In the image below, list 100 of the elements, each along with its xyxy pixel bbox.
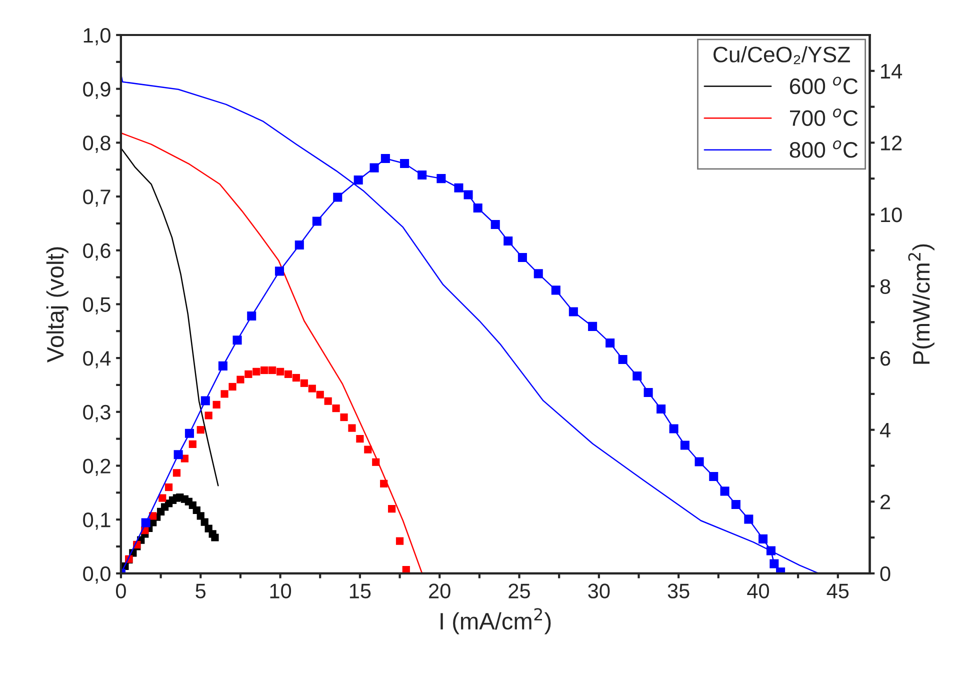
point — [656, 404, 666, 414]
point — [720, 486, 730, 496]
x-tick-label: 20 — [429, 584, 450, 598]
point — [232, 336, 242, 345]
point — [247, 312, 256, 321]
point — [292, 374, 300, 382]
point — [158, 494, 166, 502]
point — [244, 370, 252, 378]
point — [188, 440, 196, 448]
point — [731, 500, 740, 509]
point — [568, 307, 578, 316]
y-tick-label: 0,5 — [83, 297, 110, 314]
point — [284, 370, 292, 378]
legend-label: 800 $^{o}$C — [790, 140, 858, 158]
point — [490, 220, 500, 230]
y-tick-label: 0,1 — [83, 512, 110, 530]
point — [260, 366, 268, 374]
point — [212, 400, 220, 408]
point — [218, 361, 228, 370]
point — [324, 397, 332, 405]
point — [606, 338, 615, 348]
point — [356, 434, 364, 443]
y2-tick-label: 2 — [880, 494, 890, 510]
point — [164, 483, 173, 492]
point — [418, 170, 427, 180]
point — [464, 190, 473, 200]
y2-tick-label: 4 — [880, 423, 890, 438]
point — [294, 240, 304, 250]
x-tick-label: 0 — [116, 584, 126, 598]
point — [644, 388, 653, 398]
legend-title: Cu/CeO₂/YSZ — [714, 46, 850, 64]
point — [454, 183, 464, 192]
legend-label: 600 $^{o}$C — [790, 76, 858, 94]
x-axis-title: I (mA/cm$^{2}$) — [440, 608, 551, 634]
point — [204, 412, 212, 420]
y-tick-label: 0,3 — [83, 404, 110, 422]
point — [388, 504, 396, 513]
point — [276, 368, 284, 376]
y-tick-label: 0,0 — [83, 566, 110, 584]
point — [196, 512, 204, 520]
point — [632, 371, 642, 380]
y-tick-label: 0,8 — [83, 136, 110, 153]
x-tick-label: 35 — [668, 584, 690, 598]
point — [332, 404, 340, 412]
point — [184, 428, 194, 438]
point — [364, 446, 372, 454]
y2-tick-label: 6 — [880, 351, 890, 366]
x-tick-label: 30 — [588, 584, 610, 598]
y2-tick-label: 12 — [881, 136, 902, 150]
point — [252, 368, 260, 376]
legend-label: 700 $^{o}$C — [790, 108, 858, 126]
point — [669, 424, 678, 434]
line-series — [120, 147, 219, 486]
y-tick-label: 0,9 — [83, 82, 110, 100]
point — [436, 174, 446, 184]
point — [551, 286, 560, 295]
point — [680, 440, 690, 450]
point — [744, 514, 754, 524]
point — [174, 450, 183, 460]
y2-tick-label: 0 — [880, 566, 890, 582]
point — [200, 396, 210, 406]
y2-axis-title: P(mW/cm$^{2}$) — [908, 244, 934, 364]
x-tick-label: 40 — [747, 584, 770, 598]
point — [312, 216, 322, 226]
x-tick-label: 5 — [196, 584, 206, 598]
point — [354, 175, 363, 185]
point — [618, 354, 628, 364]
line-series — [120, 132, 423, 574]
y-tick-label: 0,6 — [83, 243, 110, 261]
point — [770, 559, 779, 568]
point — [300, 379, 308, 387]
point — [348, 424, 356, 432]
y-axis-title: Voltaj (volt) — [46, 247, 68, 362]
point — [380, 154, 390, 163]
y2-tick-label: 8 — [880, 279, 890, 294]
point — [400, 158, 410, 168]
y-tick-label: 0,7 — [83, 190, 110, 207]
y-tick-label: 0,4 — [83, 351, 111, 368]
y2-tick-label: 14 — [881, 64, 902, 78]
point — [316, 390, 324, 398]
point — [333, 192, 342, 202]
point — [220, 390, 228, 398]
point — [534, 269, 543, 278]
x-tick-label: 45 — [826, 584, 849, 598]
point — [504, 236, 513, 246]
point — [172, 469, 181, 477]
y-tick-label: 1,0 — [84, 28, 110, 46]
point — [694, 457, 704, 466]
point — [380, 480, 388, 488]
point — [211, 534, 219, 542]
x-tick-label: 10 — [270, 584, 292, 598]
x-tick-label: 25 — [508, 584, 530, 598]
point — [396, 537, 404, 545]
point — [236, 376, 244, 384]
point — [274, 266, 284, 276]
point — [370, 163, 379, 172]
point — [149, 512, 157, 520]
point — [228, 382, 236, 391]
point — [709, 472, 718, 481]
point — [268, 366, 276, 374]
